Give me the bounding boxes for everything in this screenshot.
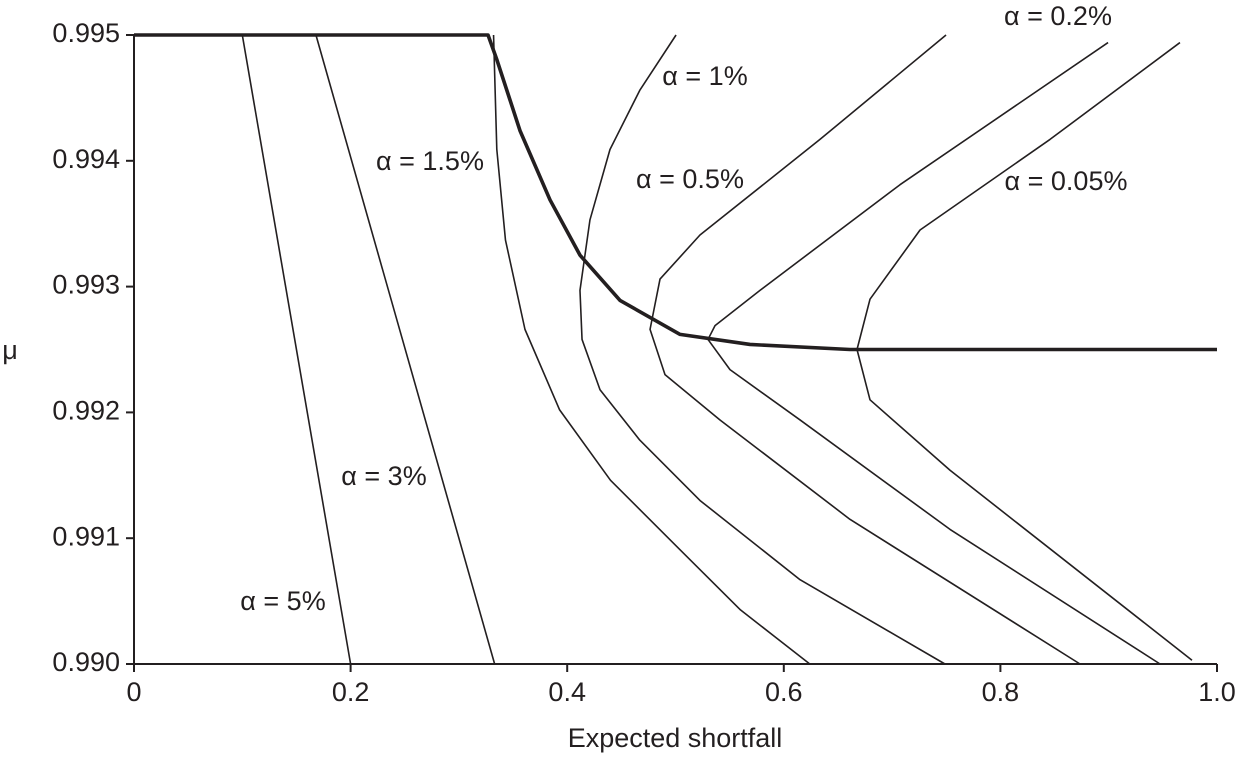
series-line <box>315 34 496 665</box>
series-line <box>492 34 811 665</box>
y-tick-label: 0.992 <box>52 396 120 426</box>
series-line <box>856 41 1193 661</box>
x-tick-label: 0.6 <box>765 677 803 707</box>
x-tick-label: 0.2 <box>332 677 370 707</box>
curve-label: α = 3% <box>341 461 426 491</box>
y-tick-label: 0.993 <box>52 270 120 300</box>
x-axis-label: Expected shortfall <box>568 723 783 753</box>
curve-label: α = 0.5% <box>636 164 744 194</box>
x-tick-label: 0.4 <box>548 677 586 707</box>
x-tick-label: 0 <box>126 677 141 707</box>
y-tick-label: 0.995 <box>52 18 120 48</box>
series-line <box>241 34 352 665</box>
curve-label: α = 1.5% <box>376 146 484 176</box>
series-line <box>579 34 946 665</box>
curve-label: α = 1% <box>662 61 747 91</box>
curve-label: α = 0.2% <box>1004 1 1112 31</box>
y-axis-label: μ <box>2 335 18 365</box>
series-line <box>707 41 1161 665</box>
series-line <box>134 33 1217 352</box>
curve-label: α = 0.05% <box>1005 166 1128 196</box>
y-tick-label: 0.990 <box>52 647 120 677</box>
x-tick-label: 0.8 <box>982 677 1020 707</box>
x-tick-label: 1.0 <box>1198 677 1236 707</box>
y-tick-label: 0.994 <box>52 144 120 174</box>
curve-label: α = 5% <box>240 586 325 616</box>
series-line <box>649 34 1081 665</box>
y-tick-label: 0.991 <box>52 521 120 551</box>
